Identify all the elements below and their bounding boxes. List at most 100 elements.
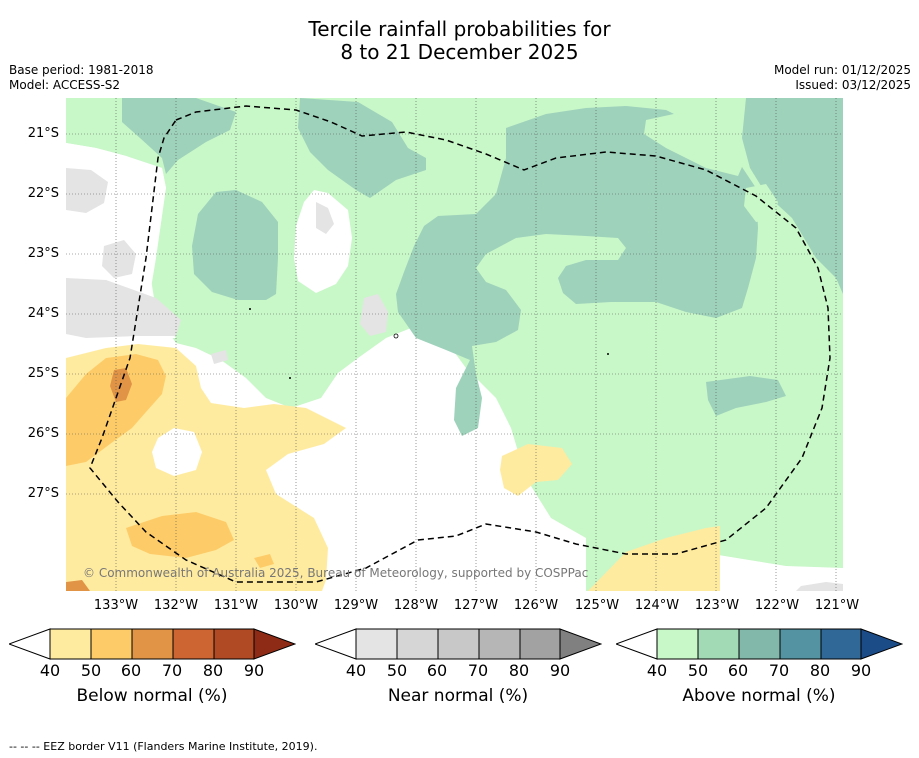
near-normal-swatch-0 — [315, 628, 357, 660]
lat-label-25s: 25°S — [27, 366, 59, 381]
below-normal-50-region-south — [588, 526, 720, 591]
meta-left: Base period: 1981-2018 Model: ACCESS-S2 — [9, 63, 154, 93]
below-normal-title: Below normal (%) — [76, 686, 228, 706]
near-normal-patch-5 — [360, 294, 388, 336]
near-normal-tick-40: 40 — [345, 661, 367, 680]
near-normal-swatch-2 — [396, 628, 439, 660]
island-dot-3 — [393, 333, 399, 339]
above-normal-60-region-far-east — [742, 98, 843, 294]
near-normal-patch-1 — [66, 168, 108, 213]
lon-label-129w: 129°W — [333, 598, 379, 613]
rainfall-map: © Commonwealth of Australia 2025, Bureau… — [66, 98, 843, 591]
above-normal-swatch-1 — [656, 628, 699, 660]
above-normal-60-region-north — [122, 98, 236, 174]
above-normal-swatch-4 — [779, 628, 822, 660]
lon-label-127w: 127°W — [453, 598, 499, 613]
island-dot-2 — [289, 377, 291, 379]
lon-label-126w: 126°W — [513, 598, 559, 613]
lon-label-131w: 131°W — [213, 598, 259, 613]
near-normal-colorbar — [315, 628, 602, 660]
below-normal-swatch-4 — [172, 628, 215, 660]
lon-label-122w: 122°W — [754, 598, 800, 613]
lat-label-27s: 27°S — [27, 486, 59, 501]
below-normal-60-region-south — [126, 512, 234, 558]
above-normal-60-region-southeast — [706, 376, 786, 416]
below-normal-colorbar — [9, 628, 296, 660]
gridlines — [66, 98, 843, 591]
near-normal-swatch-6 — [559, 628, 602, 660]
below-normal-tick-50: 50 — [80, 661, 102, 680]
near-normal-patch-3 — [66, 278, 181, 338]
lat-label-24s: 24°S — [27, 306, 59, 321]
base-period: Base period: 1981-2018 — [9, 63, 154, 77]
lat-label-26s: 26°S — [27, 426, 59, 441]
white-gap-north — [294, 190, 352, 293]
near-normal-patch-4 — [316, 202, 334, 234]
near-normal-tick-70: 70 — [467, 661, 489, 680]
below-normal-swatch-5 — [213, 628, 255, 660]
lon-label-123w: 123°W — [694, 598, 740, 613]
model-name: Model: ACCESS-S2 — [9, 78, 121, 92]
below-normal-tick-60: 60 — [120, 661, 142, 680]
near-normal-swatch-1 — [355, 628, 398, 660]
lon-label-121w: 121°W — [814, 598, 860, 613]
above-normal-tick-40: 40 — [646, 661, 668, 680]
lon-label-124w: 124°W — [634, 598, 680, 613]
lon-label-132w: 132°W — [153, 598, 199, 613]
title-line-1: Tercile rainfall probabilities for — [308, 17, 611, 41]
lat-label-23s: 23°S — [27, 246, 59, 261]
below-normal-60-region-corner — [66, 580, 90, 591]
meta-right: Model run: 01/12/2025 Issued: 03/12/2025 — [774, 63, 911, 93]
near-normal-patch-7 — [796, 582, 843, 591]
near-normal-swatch-4 — [478, 628, 521, 660]
above-normal-tick-70: 70 — [768, 661, 790, 680]
below-normal-swatch-2 — [90, 628, 133, 660]
below-normal-swatch-6 — [253, 628, 296, 660]
above-normal-50-island-north — [644, 110, 746, 176]
near-normal-tick-80: 80 — [508, 661, 530, 680]
below-normal-tick-90: 90 — [243, 661, 265, 680]
above-normal-tick-50: 50 — [687, 661, 709, 680]
lon-label-130w: 130°W — [273, 598, 319, 613]
above-normal-tick-80: 80 — [809, 661, 831, 680]
below-normal-60-region-small — [254, 554, 274, 568]
copyright-notice: © Commonwealth of Australia 2025, Bureau… — [83, 566, 588, 580]
below-normal-swatch-3 — [131, 628, 174, 660]
near-normal-swatch-3 — [437, 628, 480, 660]
near-normal-title: Near normal (%) — [387, 686, 529, 706]
white-gap-southwest — [152, 428, 202, 476]
lon-label-125w: 125°W — [574, 598, 620, 613]
below-normal-tick-40: 40 — [39, 661, 61, 680]
lat-label-21s: 21°S — [27, 126, 59, 141]
above-normal-swatch-3 — [738, 628, 781, 660]
island-dot-1 — [249, 308, 251, 310]
below-normal-tick-70: 70 — [161, 661, 183, 680]
near-normal-swatch-5 — [519, 628, 561, 660]
near-normal-tick-90: 90 — [549, 661, 571, 680]
issued-date: Issued: 03/12/2025 — [795, 78, 911, 92]
lon-label-133w: 133°W — [93, 598, 139, 613]
above-normal-swatch-6 — [860, 628, 903, 660]
near-normal-patch-2 — [102, 240, 136, 278]
above-normal-tick-60: 60 — [727, 661, 749, 680]
near-normal-tick-50: 50 — [386, 661, 408, 680]
title-line-2: 8 to 21 December 2025 — [340, 40, 579, 64]
above-normal-swatch-0 — [616, 628, 658, 660]
lon-label-128w: 128°W — [393, 598, 439, 613]
above-normal-tick-90: 90 — [850, 661, 872, 680]
above-normal-colorbar — [616, 628, 903, 660]
above-normal-60-region-east — [396, 106, 758, 436]
above-normal-swatch-2 — [697, 628, 740, 660]
above-normal-swatch-5 — [820, 628, 862, 660]
chart-title: Tercile rainfall probabilities for 8 to … — [0, 18, 919, 64]
below-normal-tick-80: 80 — [202, 661, 224, 680]
near-normal-patch-6 — [211, 350, 228, 364]
above-normal-title: Above normal (%) — [682, 686, 836, 706]
eez-legend-note: -- -- -- EEZ border V11 (Flanders Marine… — [9, 740, 318, 753]
below-normal-swatch-0 — [9, 628, 51, 660]
above-normal-60-region-west — [192, 190, 278, 300]
model-run: Model run: 01/12/2025 — [773, 63, 911, 77]
island-dot-4 — [607, 353, 609, 355]
lat-label-22s: 22°S — [27, 186, 59, 201]
near-normal-tick-60: 60 — [426, 661, 448, 680]
